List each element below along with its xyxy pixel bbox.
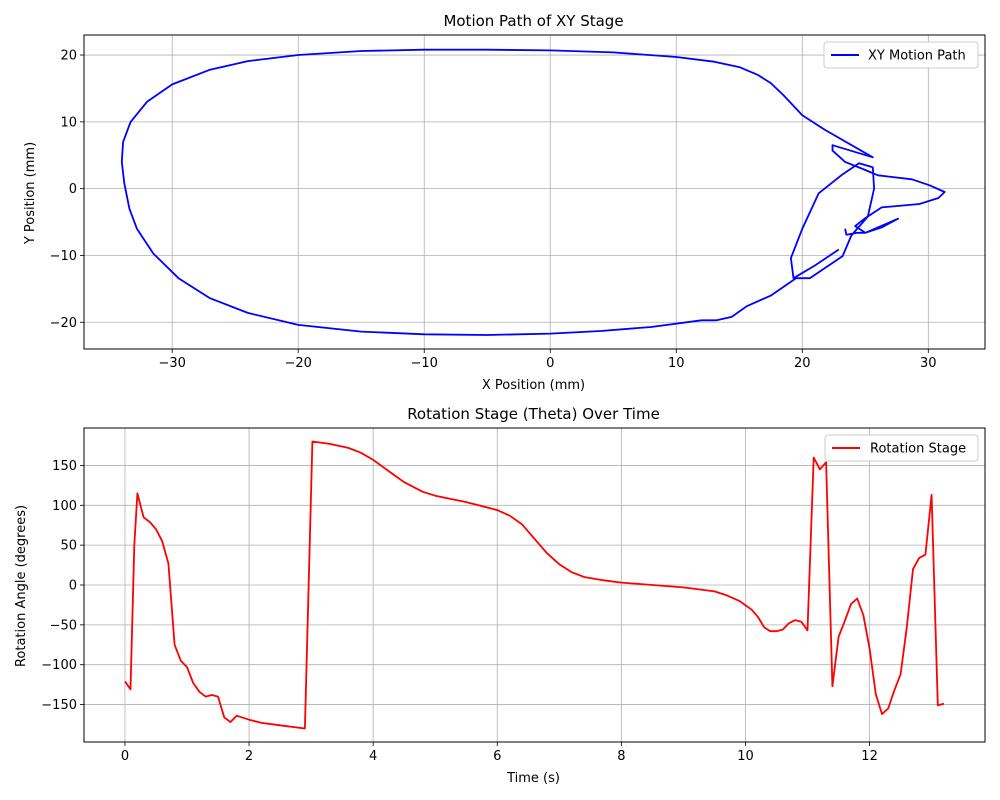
rotation-chart: Rotation Stage (Theta) Over Time 0 2 4 6 8 10… (14, 405, 986, 786)
y-tick-label: 10 (60, 115, 77, 130)
x-tick-label: −30 (158, 356, 185, 371)
legend: XY Motion Path (823, 41, 979, 69)
y-axis-label: Rotation Angle (degrees) (14, 505, 29, 667)
y-tick-label: −100 (41, 658, 77, 673)
legend: Rotation Stage (824, 434, 979, 462)
y-axis-label: Y Position (mm) (23, 142, 38, 245)
x-tick-label: −10 (411, 356, 438, 371)
x-tick-label: 10 (668, 356, 685, 371)
y-tick-label: −150 (41, 698, 77, 713)
x-tick-label: 6 (493, 749, 501, 764)
chart-title: Rotation Stage (Theta) Over Time (407, 405, 660, 423)
legend-label-xy-motion-path: XY Motion Path (868, 49, 966, 64)
y-tick-label: 0 (69, 182, 77, 197)
legend-label-rotation-stage: Rotation Stage (870, 442, 966, 457)
legend-box (823, 41, 979, 69)
x-tick-label: 2 (245, 749, 253, 764)
x-tick-label: 0 (121, 749, 129, 764)
y-tick-label: 100 (52, 499, 77, 514)
y-tick-label: −10 (50, 249, 77, 264)
xy-motion-chart: Motion Path of XY Stage −30 −20 −10 0 10 20 30… (23, 12, 986, 393)
y-tick-label: 0 (69, 579, 77, 594)
x-tick-label: 0 (546, 356, 554, 371)
y-tick-label: −20 (50, 316, 77, 331)
xy-motion-path-line (120, 48, 946, 336)
x-tick-label: 4 (369, 749, 377, 764)
x-tick-label: 8 (617, 749, 625, 764)
legend-box (824, 434, 979, 462)
rotation-stage-line (124, 440, 945, 730)
y-tick-label: −50 (50, 618, 77, 633)
x-axis-label: Time (s) (506, 771, 560, 786)
x-tick-label: 10 (737, 749, 754, 764)
x-tick-label: 30 (920, 356, 937, 371)
y-tick-label: 20 (60, 49, 77, 64)
plot-frame (83, 34, 986, 350)
x-tick-label: −20 (285, 356, 312, 371)
y-tick-label: 50 (60, 539, 77, 554)
chart-title: Motion Path of XY Stage (443, 12, 623, 30)
x-tick-label: 12 (861, 749, 878, 764)
x-axis-label: X Position (mm) (482, 378, 585, 393)
y-tick-label: 150 (52, 459, 77, 474)
x-tick-label: 20 (794, 356, 811, 371)
